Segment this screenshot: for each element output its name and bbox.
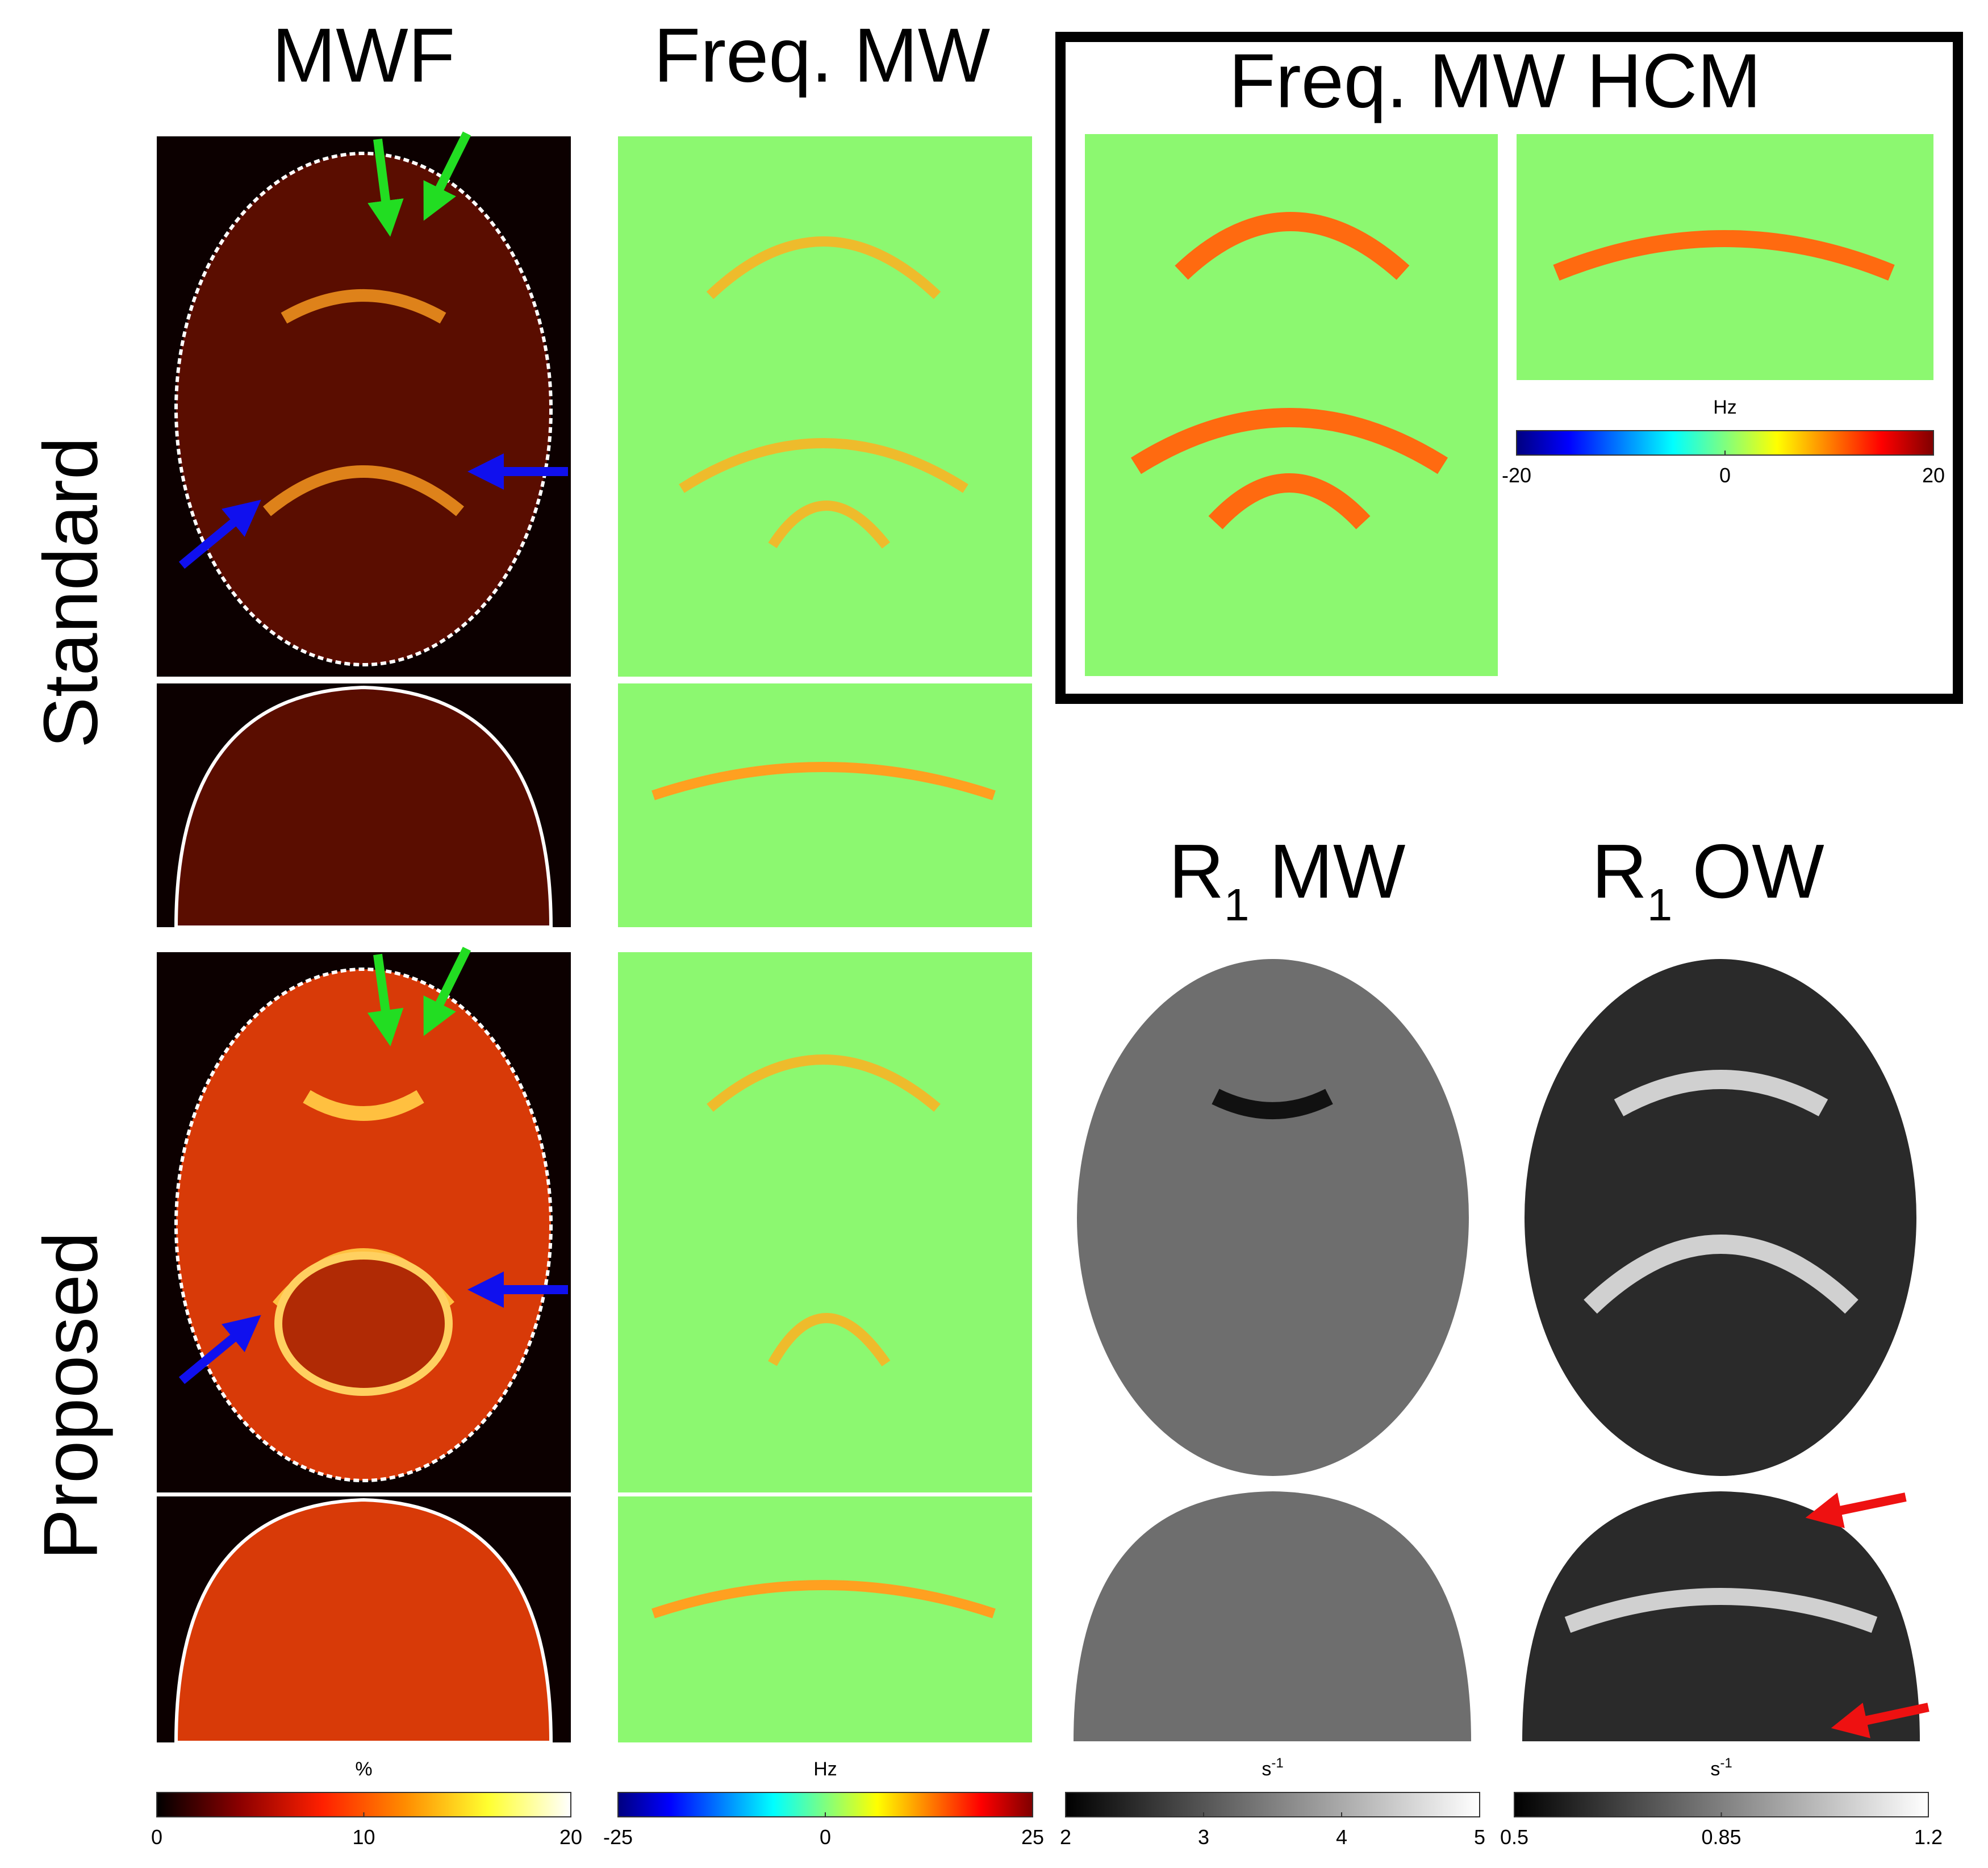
r1-mw-coronal <box>1074 1491 1471 1741</box>
mwf-proposed-coronal <box>157 1496 571 1744</box>
colorbar-unit: Hz <box>1713 397 1737 418</box>
column-title: MWF <box>272 12 455 98</box>
colorbar-tick-label: 4 <box>1336 1825 1347 1849</box>
colorbar-tick-label: 0 <box>1719 464 1731 487</box>
mwf-standard-axial <box>157 136 571 677</box>
inset-frame <box>1055 32 1963 704</box>
colorbar-tick-label: 5 <box>1474 1825 1485 1849</box>
colorbar-unit: Hz <box>813 1758 837 1780</box>
r1-ow-coronal <box>1522 1491 1920 1741</box>
colorbar-tick-label: 0 <box>151 1825 162 1849</box>
colorbar-tick-label: 20 <box>559 1825 582 1849</box>
freq-proposed-coronal <box>618 1496 1032 1742</box>
colorbar-tick-label: 3 <box>1198 1825 1209 1849</box>
colorbar-tick-label: 0.85 <box>1701 1825 1741 1849</box>
unit-base: s <box>1710 1758 1720 1780</box>
colorbar-unit: s-1 <box>1262 1756 1283 1780</box>
title-subscript: 1 <box>1647 879 1673 930</box>
colorbar-unit: % <box>355 1758 372 1780</box>
title-part: OW <box>1692 828 1824 914</box>
title-subscript: 1 <box>1224 879 1250 930</box>
hcm-coronal <box>1517 134 1933 380</box>
hcm-axial <box>1085 134 1498 676</box>
unit-superscript: -1 <box>1271 1756 1283 1771</box>
colorbar-tick-label: 10 <box>352 1825 375 1849</box>
colorbar-tick-label: 0.5 <box>1500 1825 1528 1849</box>
mwf-standard-coronal <box>157 683 571 929</box>
r1-ow-axial <box>1525 959 1916 1476</box>
row-label: Standard <box>28 437 114 748</box>
freq-standard-axial <box>618 136 1032 677</box>
freq-proposed-axial <box>618 952 1032 1492</box>
mwf-proposed-axial <box>157 952 571 1492</box>
colorbar-tick-label: -20 <box>1502 464 1531 487</box>
column-title: R1 OW <box>1592 828 1824 930</box>
unit-superscript: -1 <box>1720 1756 1732 1771</box>
column-title: R1 MW <box>1169 828 1406 930</box>
colorbar-tick-label: 2 <box>1060 1825 1071 1849</box>
colorbar-tick-label: 20 <box>1922 464 1945 487</box>
colorbar-tick-label: 0 <box>820 1825 831 1849</box>
title-part: MW <box>1269 828 1406 914</box>
colorbar-tick-label: 1.2 <box>1914 1825 1943 1849</box>
title-part: R <box>1592 828 1647 914</box>
unit-base: s <box>1262 1758 1271 1780</box>
colorbar-tick-label: -25 <box>603 1825 633 1849</box>
r1-mw-axial <box>1077 959 1469 1476</box>
freq-standard-coronal <box>618 683 1032 927</box>
colorbar <box>1065 1792 1480 1817</box>
annotation-arrows <box>178 131 1929 1738</box>
column-title: Freq. MW <box>654 12 990 98</box>
row-label: Proposed <box>28 1232 114 1560</box>
inset-title: Freq. MW HCM <box>1229 38 1761 124</box>
colorbar-tick-label: 25 <box>1021 1825 1044 1849</box>
colorbar-unit: s-1 <box>1710 1756 1732 1780</box>
title-part: R <box>1169 828 1225 914</box>
